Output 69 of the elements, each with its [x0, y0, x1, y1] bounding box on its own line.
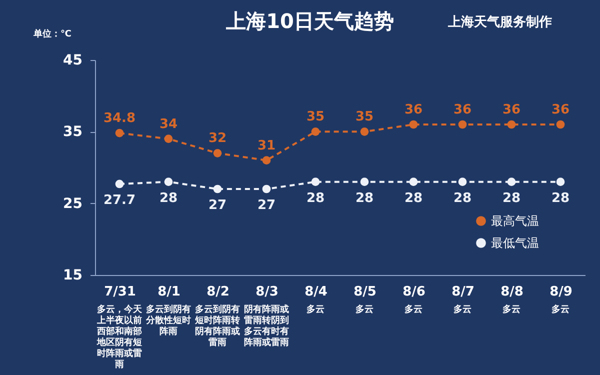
point [360, 127, 369, 136]
point [507, 178, 516, 186]
point [556, 120, 565, 129]
y-tick-label: 25 [63, 196, 82, 212]
data-label: 28 [159, 190, 178, 206]
y-tick-label: 15 [63, 268, 82, 284]
point [311, 127, 320, 136]
point [507, 120, 516, 129]
x-tick-label: 8/9 [550, 284, 572, 300]
point [311, 178, 320, 186]
data-label: 34.8 [103, 111, 136, 126]
point [115, 180, 124, 188]
data-label: 34 [159, 116, 178, 132]
y-axis-title: 单位：℃ [32, 28, 72, 40]
point [164, 178, 173, 186]
text: 多云 [306, 304, 324, 315]
point [458, 120, 467, 129]
y-tick-label: 35 [63, 124, 82, 140]
text: 多云 [404, 304, 422, 315]
x-tick-label: 8/5 [354, 284, 376, 300]
legend-label: 最高气温 [491, 214, 539, 228]
point [213, 184, 222, 194]
data-label: 28 [551, 190, 570, 206]
point [409, 178, 418, 186]
point [164, 134, 173, 144]
data-label: 28 [404, 190, 423, 206]
data-label: 32 [208, 131, 227, 146]
data-label: 31 [257, 138, 276, 154]
point [409, 120, 418, 129]
x-tick-label: 8/8 [500, 284, 524, 300]
data-label: 36 [551, 102, 570, 118]
text: 多云到阴有分散性短时阵雨 [145, 304, 191, 337]
data-label: 27.7 [103, 192, 136, 208]
legend-label: 最低气温 [491, 236, 539, 250]
point [262, 156, 271, 165]
chart-title: 上海10日天气趋势 [225, 9, 394, 33]
data-label: 28 [355, 190, 374, 206]
data-label: 35 [306, 110, 325, 125]
x-tick-label: 8/2 [206, 284, 230, 300]
x-tick-label: 8/4 [304, 284, 328, 300]
data-label: 36 [502, 102, 521, 118]
data-label: 28 [306, 190, 325, 206]
x-tick-label: 8/1 [158, 284, 180, 300]
x-tick-label: 7/31 [104, 284, 136, 300]
data-label: 28 [502, 190, 521, 206]
text: 多云 [454, 304, 472, 315]
data-label: 27 [257, 198, 276, 213]
chart-subtitle: 上海天气服务制作 [447, 15, 552, 30]
point [115, 128, 124, 138]
x-tick-label: 8/7 [452, 284, 474, 300]
point [262, 184, 271, 194]
text: 多云，今天上半夜以前西部和南部地区阴有短时阵雨或雷雨 [96, 304, 143, 370]
data-label: 36 [404, 102, 423, 118]
x-tick-label: 8/3 [256, 284, 278, 300]
point [213, 148, 222, 158]
data-label: 36 [453, 102, 472, 118]
text: 多云到阴有短时阵雨转阴有阵雨或雷雨 [194, 304, 240, 348]
y-tick-label: 45 [63, 52, 82, 68]
data-label: 28 [453, 190, 472, 206]
text: 多云 [502, 304, 520, 315]
point [458, 178, 467, 186]
point [360, 178, 369, 186]
x-tick-label: 8/6 [402, 284, 426, 300]
data-label: 35 [355, 110, 374, 125]
point [556, 178, 565, 186]
text: 阴有阵雨或雷雨转阴到多云有时有阵雨或雷雨 [244, 304, 289, 348]
text: 多云 [356, 304, 374, 315]
text: 多云 [552, 304, 570, 315]
data-label: 27 [208, 198, 227, 213]
